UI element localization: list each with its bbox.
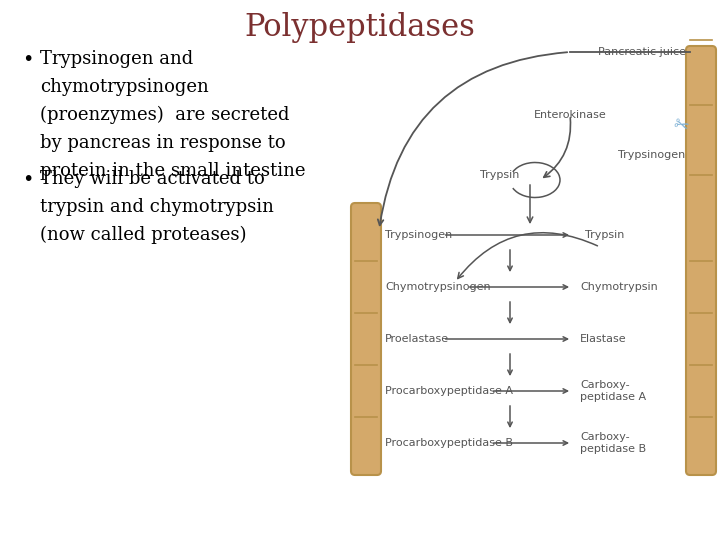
- Text: Chymotrypsin: Chymotrypsin: [580, 282, 658, 292]
- FancyBboxPatch shape: [686, 46, 716, 475]
- Text: Trypsinogen: Trypsinogen: [385, 230, 452, 240]
- Text: They will be activated to: They will be activated to: [40, 170, 265, 188]
- Text: Procarboxypeptidase A: Procarboxypeptidase A: [385, 386, 513, 396]
- Text: Pancreatic juice: Pancreatic juice: [598, 47, 686, 57]
- Text: trypsin and chymotrypsin: trypsin and chymotrypsin: [40, 198, 274, 216]
- Text: protein in the small intestine: protein in the small intestine: [40, 162, 305, 180]
- Text: Enterokinase: Enterokinase: [534, 110, 606, 120]
- Text: Trypsinogen and: Trypsinogen and: [40, 50, 193, 68]
- Text: ✂: ✂: [670, 115, 690, 137]
- Text: Trypsinogen: Trypsinogen: [618, 150, 685, 160]
- Text: Polypeptidases: Polypeptidases: [245, 12, 475, 43]
- Text: •: •: [22, 170, 33, 189]
- Text: Carboxy-
peptidase A: Carboxy- peptidase A: [580, 380, 646, 402]
- Text: Procarboxypeptidase B: Procarboxypeptidase B: [385, 438, 513, 448]
- Text: by pancreas in response to: by pancreas in response to: [40, 134, 286, 152]
- Text: Elastase: Elastase: [580, 334, 626, 344]
- Text: Proelastase: Proelastase: [385, 334, 449, 344]
- Text: Trypsin: Trypsin: [585, 230, 624, 240]
- Text: (proenzymes)  are secreted: (proenzymes) are secreted: [40, 106, 289, 124]
- Text: Chymotrypsinogen: Chymotrypsinogen: [385, 282, 490, 292]
- Text: Trypsin: Trypsin: [480, 170, 520, 180]
- Text: chymotrypsinogen: chymotrypsinogen: [40, 78, 209, 96]
- Text: (now called proteases): (now called proteases): [40, 226, 246, 244]
- Text: •: •: [22, 50, 33, 69]
- Text: Carboxy-
peptidase B: Carboxy- peptidase B: [580, 432, 646, 454]
- FancyBboxPatch shape: [351, 203, 381, 475]
